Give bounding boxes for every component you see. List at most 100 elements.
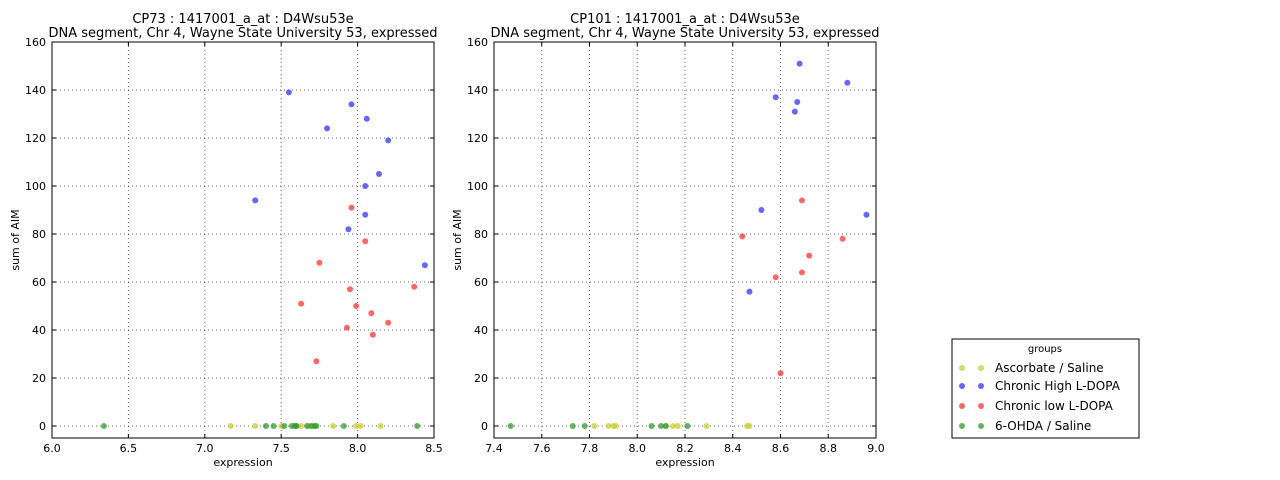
legend-marker bbox=[978, 365, 984, 371]
data-point bbox=[324, 125, 331, 132]
data-point bbox=[569, 423, 576, 429]
scatter-points bbox=[507, 60, 870, 429]
data-point bbox=[674, 423, 681, 429]
data-point bbox=[758, 207, 765, 213]
y-tick-label: 160 bbox=[25, 36, 46, 49]
data-point bbox=[581, 423, 588, 429]
x-tick-label: 8.6 bbox=[772, 442, 790, 455]
data-point bbox=[348, 101, 355, 108]
data-point bbox=[270, 423, 277, 429]
x-tick-label: 6.0 bbox=[43, 442, 61, 455]
data-point bbox=[353, 303, 360, 309]
y-tick-label: 60 bbox=[32, 276, 46, 289]
x-tick-label: 7.6 bbox=[533, 442, 551, 455]
x-tick-label: 7.8 bbox=[581, 442, 599, 455]
data-point bbox=[340, 423, 347, 429]
data-point bbox=[362, 183, 369, 189]
data-point bbox=[357, 423, 364, 429]
data-point bbox=[796, 60, 803, 67]
y-tick-label: 140 bbox=[467, 84, 488, 97]
axes-frame bbox=[51, 41, 435, 439]
y-tick-label: 20 bbox=[474, 372, 488, 385]
x-tick-label: 8.4 bbox=[724, 442, 742, 455]
y-tick-label: 80 bbox=[474, 228, 488, 241]
data-point bbox=[411, 283, 418, 290]
x-tick-label: 8.8 bbox=[820, 442, 838, 455]
data-point bbox=[348, 204, 355, 211]
y-axis-label: sum of AIM bbox=[451, 209, 464, 270]
data-point bbox=[298, 300, 305, 307]
y-tick-label: 20 bbox=[32, 372, 46, 385]
data-point bbox=[791, 108, 798, 115]
legend-marker bbox=[959, 423, 965, 429]
data-point bbox=[798, 197, 805, 204]
x-axis-label: expression bbox=[213, 456, 272, 469]
data-point bbox=[777, 370, 784, 377]
data-point bbox=[863, 211, 870, 218]
data-point bbox=[262, 423, 269, 429]
legend-title: groups bbox=[1028, 344, 1062, 355]
data-point bbox=[362, 238, 369, 245]
data-point bbox=[313, 423, 320, 429]
legend: groups Ascorbate / Saline Chronic High L… bbox=[951, 338, 1140, 439]
legend-item: Ascorbate / Saline bbox=[959, 361, 1104, 375]
data-point bbox=[798, 269, 805, 276]
plot-cp73: CP73 : 1417001_a_at : D4Wsu53e DNA segme… bbox=[9, 12, 443, 469]
data-point bbox=[353, 423, 360, 429]
data-point bbox=[739, 233, 746, 240]
data-point bbox=[385, 137, 392, 144]
data-point bbox=[414, 423, 421, 429]
data-point bbox=[368, 310, 375, 317]
y-tick-label: 60 bbox=[474, 276, 488, 289]
data-point bbox=[648, 423, 655, 429]
grid bbox=[494, 41, 876, 438]
data-point bbox=[363, 115, 370, 122]
data-point bbox=[330, 423, 337, 429]
y-tick-label: 40 bbox=[474, 324, 488, 337]
legend-item: Chronic low L-DOPA bbox=[959, 399, 1114, 413]
data-point bbox=[375, 171, 382, 177]
data-point bbox=[746, 423, 753, 429]
data-point bbox=[746, 288, 753, 295]
data-point bbox=[612, 423, 619, 429]
legend-item: Chronic High L-DOPA bbox=[959, 379, 1121, 393]
data-point bbox=[369, 331, 376, 338]
grid bbox=[52, 41, 434, 438]
legend-label: Ascorbate / Saline bbox=[995, 361, 1104, 375]
data-point bbox=[227, 423, 234, 429]
plot-subtitle: DNA segment, Chr 4, Wayne State Universi… bbox=[48, 26, 437, 41]
data-point bbox=[304, 423, 311, 429]
data-point bbox=[662, 423, 669, 429]
data-point bbox=[772, 94, 779, 101]
legend-marker bbox=[959, 365, 965, 371]
data-point bbox=[362, 211, 369, 218]
y-tick-label: 120 bbox=[25, 132, 46, 145]
data-point bbox=[298, 423, 305, 429]
data-point bbox=[285, 89, 292, 96]
data-point bbox=[100, 423, 107, 429]
y-axis-label: sum of AIM bbox=[9, 209, 22, 270]
y-tick-label: 80 bbox=[32, 228, 46, 241]
plot-cp101: CP101 : 1417001_a_at : D4Wsu53e DNA segm… bbox=[451, 12, 885, 469]
data-point bbox=[346, 286, 353, 293]
data-point bbox=[421, 262, 428, 269]
y-tick-label: 160 bbox=[467, 36, 488, 49]
data-point bbox=[385, 319, 392, 326]
data-point bbox=[345, 226, 352, 233]
plot-subtitle: DNA segment, Chr 4, Wayne State Universi… bbox=[490, 26, 879, 41]
legend-marker bbox=[978, 403, 984, 409]
data-point bbox=[839, 235, 846, 242]
x-tick-label: 7.5 bbox=[272, 442, 290, 455]
y-tick-label: 0 bbox=[481, 420, 488, 433]
plot-title: CP101 : 1417001_a_at : D4Wsu53e bbox=[570, 12, 800, 27]
x-tick-label: 8.5 bbox=[425, 442, 443, 455]
axes-frame bbox=[493, 41, 877, 439]
y-tick-label: 100 bbox=[25, 180, 46, 193]
data-point bbox=[507, 423, 514, 429]
ticks: 7.4 7.6 7.8 8.0 8.2 8.4 8.6 8.8 9.0 0 20 40 60 80 100 1… bbox=[467, 36, 885, 455]
data-point bbox=[844, 79, 851, 86]
x-tick-label: 8.0 bbox=[629, 442, 647, 455]
data-point bbox=[658, 423, 665, 429]
legend-marker bbox=[959, 403, 965, 409]
data-point bbox=[281, 423, 288, 429]
